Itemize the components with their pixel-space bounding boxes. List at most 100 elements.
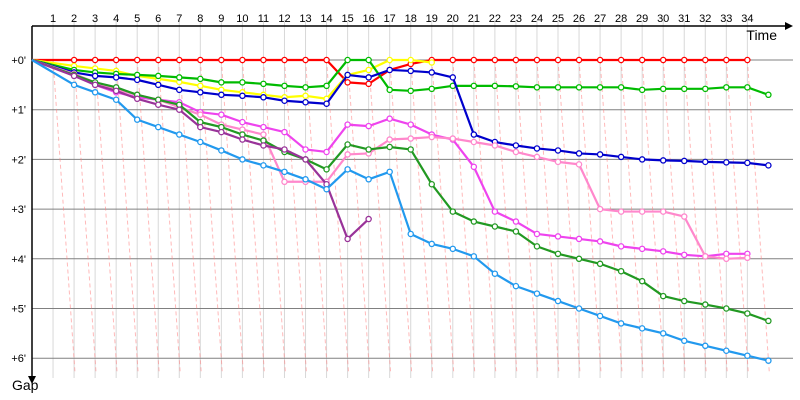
x-tick-label: 34 (741, 13, 753, 25)
data-point (702, 158, 709, 166)
data-point (386, 168, 393, 176)
data-point (70, 81, 78, 89)
data-point (470, 218, 478, 225)
x-tick-label: 4 (113, 13, 119, 25)
data-point (133, 56, 141, 64)
lap-reference-line (662, 59, 686, 374)
lap-reference-line (368, 59, 392, 374)
data-point (575, 305, 583, 312)
lap-reference-line (683, 59, 707, 374)
data-point (260, 56, 267, 64)
data-point (554, 147, 562, 154)
data-point (449, 74, 457, 81)
data-point (680, 337, 688, 345)
data-point (723, 305, 730, 312)
data-point (154, 56, 162, 64)
data-point (575, 255, 583, 263)
lap-reference-line (410, 59, 434, 374)
data-point (744, 352, 751, 359)
data-point (407, 121, 414, 128)
data-point (365, 66, 372, 74)
x-axis-title: Time (746, 27, 777, 43)
data-point (428, 59, 436, 66)
data-point (744, 159, 751, 167)
data-point (596, 312, 604, 320)
series-7 (31, 58, 772, 325)
y-tick-label: +2' (11, 154, 26, 166)
data-point (617, 56, 625, 64)
data-point (533, 153, 541, 161)
lap-reference-line (283, 59, 307, 374)
data-point (302, 146, 309, 153)
data-point (575, 161, 583, 168)
lap-reference-line (73, 59, 97, 374)
lap-reference-line (704, 59, 728, 374)
data-point (470, 82, 478, 90)
data-point (575, 235, 583, 243)
lap-reference-line (515, 59, 539, 374)
data-point (470, 131, 478, 138)
series-line (31, 58, 748, 260)
data-point (218, 147, 225, 154)
data-point (323, 56, 330, 64)
data-point (428, 69, 436, 76)
data-point (176, 74, 183, 81)
data-point (260, 94, 267, 101)
data-point (302, 84, 309, 91)
x-tick-label: 14 (320, 13, 332, 25)
data-point (407, 87, 414, 95)
lap-reference-line (578, 59, 602, 374)
data-point (533, 145, 541, 152)
data-point (575, 56, 583, 64)
series-3 (31, 56, 772, 99)
lap-reference-lines (52, 59, 770, 374)
data-point (365, 215, 372, 223)
data-point (260, 142, 267, 149)
data-point (239, 56, 246, 64)
data-point (176, 106, 183, 113)
data-point (302, 98, 309, 106)
data-point (112, 56, 120, 64)
data-point (512, 148, 520, 156)
data-point (386, 115, 393, 122)
data-point (323, 185, 330, 193)
data-point (281, 168, 288, 176)
data-point (596, 151, 604, 158)
data-point (638, 245, 646, 253)
series-1 (32, 56, 751, 88)
data-point (302, 156, 309, 163)
data-point (91, 72, 99, 80)
data-point (512, 83, 520, 90)
x-tick-labels: 1 2 3 4 5 6 7 8 9 10 11 12 13 14 15 16 17 18 19 20 21 22 23 24 2… (50, 13, 754, 25)
data-point (491, 270, 499, 277)
data-point (723, 84, 730, 91)
data-point (407, 146, 414, 153)
data-point (470, 138, 478, 146)
data-point (491, 142, 499, 149)
x-tick-label: 31 (678, 13, 690, 25)
data-point (407, 230, 414, 238)
data-point (470, 56, 478, 64)
data-point (344, 141, 351, 148)
data-point (554, 84, 562, 91)
data-point (176, 131, 183, 138)
data-point (91, 56, 99, 64)
data-point (281, 178, 288, 186)
data-point (680, 251, 688, 259)
data-point (386, 66, 393, 74)
x-tick-label: 10 (236, 13, 248, 25)
data-point (344, 151, 351, 158)
data-point (365, 56, 372, 64)
x-tick-label: 26 (573, 13, 585, 25)
data-point (617, 267, 625, 275)
data-point (617, 153, 625, 161)
data-point (218, 91, 225, 99)
x-tick-label: 12 (278, 13, 290, 25)
data-point (470, 253, 478, 260)
data-point (344, 166, 351, 173)
x-tick-label: 28 (615, 13, 627, 25)
data-point (260, 131, 267, 138)
data-point (218, 111, 225, 118)
data-point (659, 292, 667, 300)
